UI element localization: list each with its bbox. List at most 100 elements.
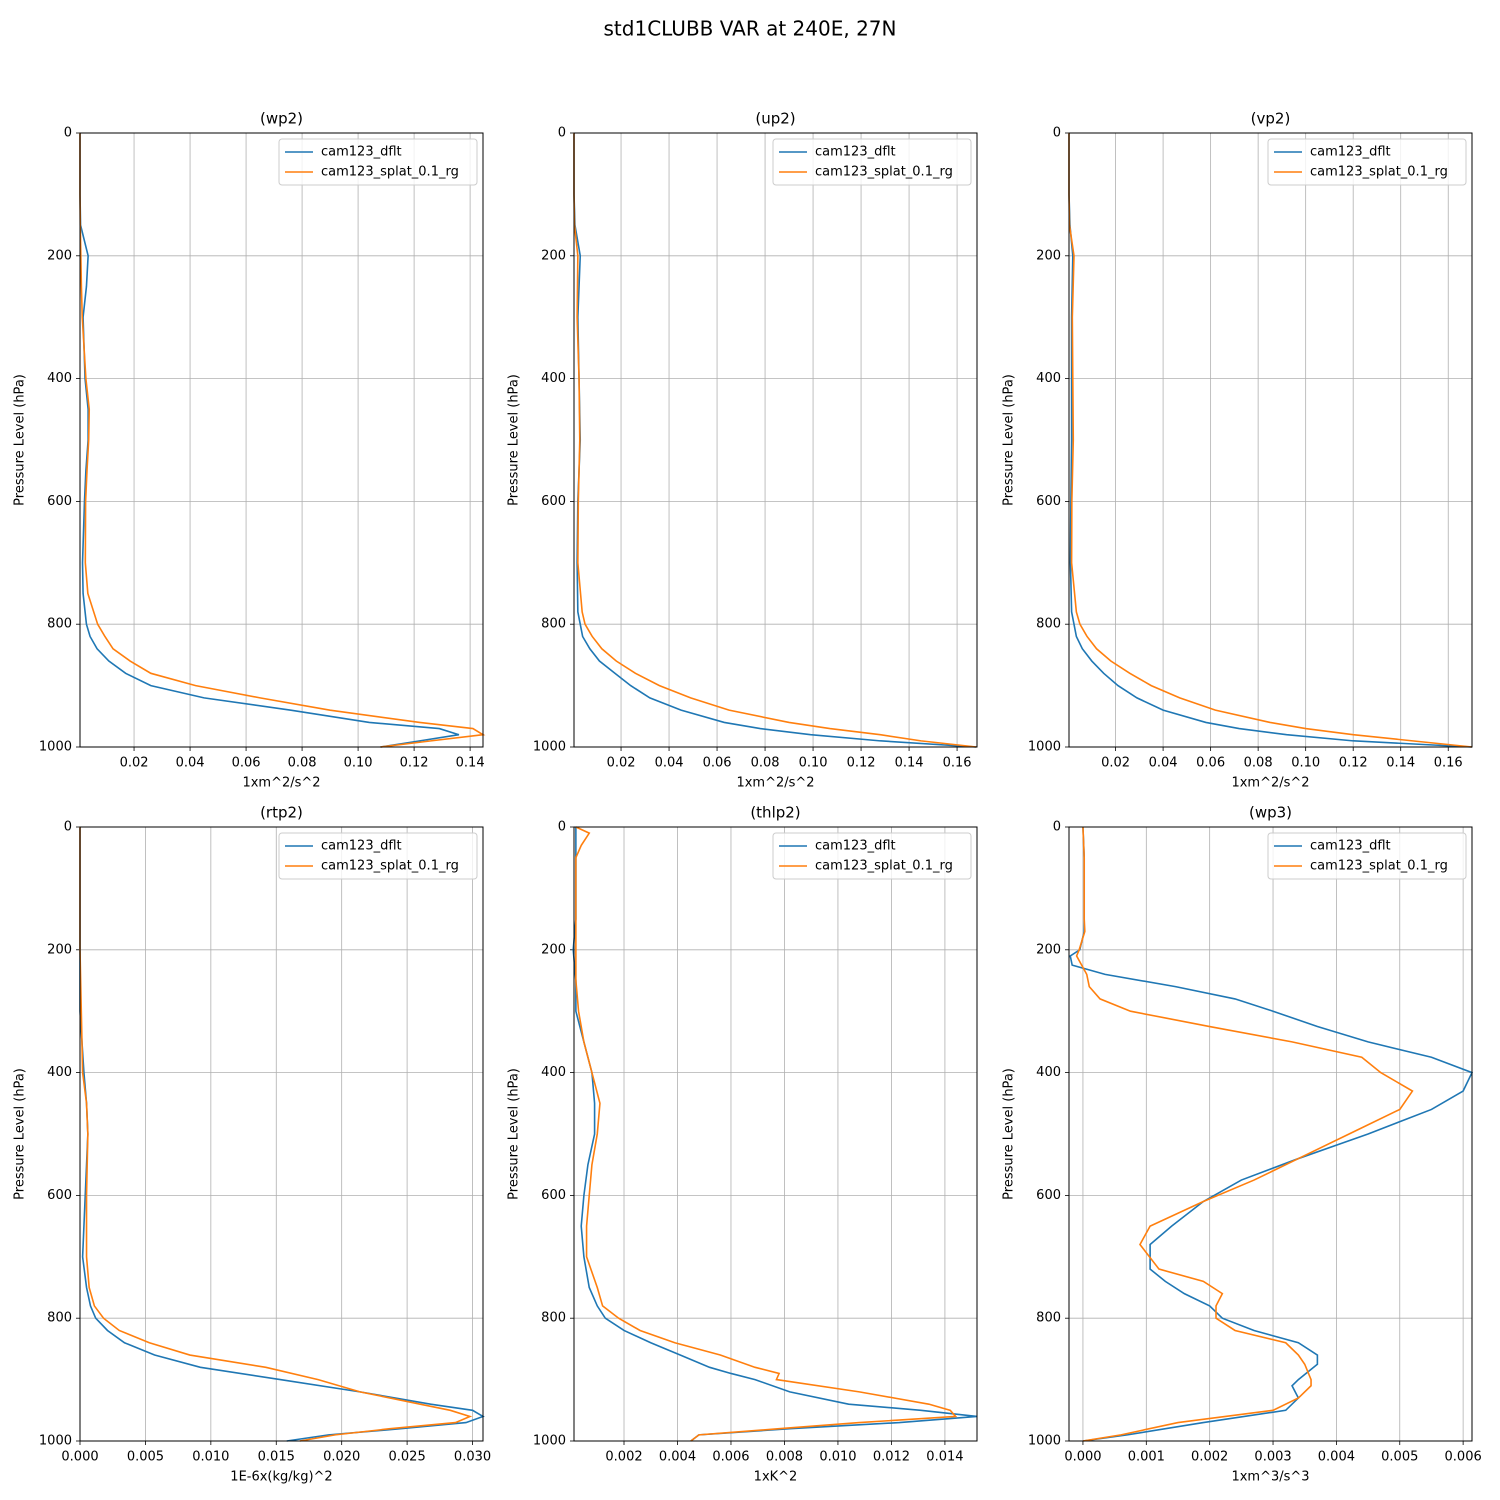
y-tick-label: 1000 xyxy=(533,740,566,755)
x-tick-label: 0.020 xyxy=(323,1450,360,1465)
y-axis-label: Pressure Level (hPa) xyxy=(1002,374,1017,506)
series-line xyxy=(1068,133,1473,748)
x-tick-label: 0.12 xyxy=(1339,756,1368,771)
x-tick-label: 0.012 xyxy=(873,1450,910,1465)
x-tick-label: 0.08 xyxy=(751,756,780,771)
subplot-title: (wp3) xyxy=(1249,804,1292,822)
y-tick-label: 600 xyxy=(47,494,72,509)
y-tick-label: 400 xyxy=(541,371,566,386)
series-line xyxy=(572,827,978,1442)
x-tick-label: 0.12 xyxy=(400,756,429,771)
series-line xyxy=(575,826,958,1442)
x-tick-label: 0.004 xyxy=(659,1450,696,1465)
y-tick-label: 800 xyxy=(47,1311,72,1326)
x-tick-label: 0.005 xyxy=(127,1450,164,1465)
legend-box xyxy=(278,138,478,186)
x-tick-label: 0.06 xyxy=(232,756,261,771)
legend-label: cam123_splat_0.1_rg xyxy=(815,859,953,874)
x-tick-label: 0.006 xyxy=(1445,1450,1482,1465)
y-tick-label: 200 xyxy=(47,248,72,263)
legend-box xyxy=(278,832,478,880)
x-tick-label: 0.001 xyxy=(1128,1450,1165,1465)
subplot-title: (thlp2) xyxy=(750,804,800,822)
y-tick-label: 0 xyxy=(64,126,72,141)
y-tick-label: 800 xyxy=(1036,617,1061,632)
x-tick-label: 0.10 xyxy=(1291,756,1320,771)
y-tick-label: 600 xyxy=(541,1188,566,1203)
legend-label: cam123_dflt xyxy=(815,145,896,160)
plot-frame xyxy=(1068,826,1473,1442)
x-tick-label: 0.08 xyxy=(1244,756,1273,771)
x-tick-label: 0.10 xyxy=(344,756,373,771)
x-tick-label: 0.08 xyxy=(288,756,317,771)
x-axis-label: 1xm^2/s^2 xyxy=(1231,776,1309,791)
plot-frame xyxy=(79,132,484,748)
x-tick-label: 0.030 xyxy=(454,1450,491,1465)
y-tick-label: 400 xyxy=(1036,371,1061,386)
series-line xyxy=(573,133,977,748)
y-tick-label: 600 xyxy=(1036,494,1061,509)
y-tick-label: 600 xyxy=(47,1188,72,1203)
y-tick-label: 1000 xyxy=(39,1434,72,1449)
figure-title: std1CLUBB VAR at 240E, 27N xyxy=(604,17,897,41)
subplot-title: (up2) xyxy=(755,110,795,128)
x-tick-label: 0.02 xyxy=(120,756,149,771)
x-tick-label: 0.015 xyxy=(258,1450,295,1465)
x-tick-label: 0.010 xyxy=(192,1450,229,1465)
x-tick-label: 0.000 xyxy=(61,1450,98,1465)
y-tick-label: 800 xyxy=(541,1311,566,1326)
x-axis-label: 1xm^3/s^3 xyxy=(1231,1470,1309,1485)
y-tick-label: 400 xyxy=(541,1065,566,1080)
y-tick-label: 1000 xyxy=(1028,740,1061,755)
y-axis-label: Pressure Level (hPa) xyxy=(13,374,28,506)
x-tick-label: 0.14 xyxy=(456,756,485,771)
subplot-title: (wp2) xyxy=(260,110,303,128)
y-tick-label: 200 xyxy=(47,942,72,957)
legend-label: cam123_splat_0.1_rg xyxy=(321,859,459,874)
x-tick-label: 0.008 xyxy=(766,1450,803,1465)
y-tick-label: 800 xyxy=(47,617,72,632)
x-axis-label: 1xK^2 xyxy=(754,1470,798,1485)
x-tick-label: 0.003 xyxy=(1254,1450,1291,1465)
x-tick-label: 0.014 xyxy=(926,1450,963,1465)
series-line xyxy=(79,827,473,1442)
x-axis-label: 1xm^2/s^2 xyxy=(242,776,320,791)
y-tick-label: 0 xyxy=(64,820,72,835)
y-tick-label: 200 xyxy=(541,942,566,957)
y-tick-label: 400 xyxy=(47,371,72,386)
legend-box xyxy=(1267,138,1467,186)
y-tick-label: 0 xyxy=(558,126,566,141)
plot-frame xyxy=(79,826,484,1442)
legend-label: cam123_dflt xyxy=(321,839,402,854)
x-tick-label: 0.010 xyxy=(819,1450,856,1465)
x-tick-label: 0.14 xyxy=(1386,756,1415,771)
legend-label: cam123_dflt xyxy=(321,145,402,160)
subplot-title: (rtp2) xyxy=(260,804,303,822)
y-tick-label: 400 xyxy=(1036,1065,1061,1080)
y-axis-label: Pressure Level (hPa) xyxy=(507,374,522,506)
plot-frame xyxy=(1068,132,1473,748)
series-line xyxy=(1068,133,1473,748)
legend-box xyxy=(772,138,972,186)
y-tick-label: 800 xyxy=(1036,1311,1061,1326)
y-tick-label: 400 xyxy=(47,1065,72,1080)
legend-box xyxy=(1267,832,1467,880)
y-tick-label: 1000 xyxy=(533,1434,566,1449)
series-line xyxy=(573,133,977,748)
y-axis-label: Pressure Level (hPa) xyxy=(507,1068,522,1200)
legend-label: cam123_dflt xyxy=(1310,839,1391,854)
plot-frame xyxy=(573,826,978,1442)
legend-label: cam123_dflt xyxy=(1310,145,1391,160)
series-line xyxy=(79,133,486,748)
y-tick-label: 200 xyxy=(1036,248,1061,263)
x-tick-label: 0.16 xyxy=(1434,756,1463,771)
x-tick-label: 0.005 xyxy=(1381,1450,1418,1465)
y-axis-label: Pressure Level (hPa) xyxy=(13,1068,28,1200)
y-tick-label: 0 xyxy=(1053,820,1061,835)
x-tick-label: 0.002 xyxy=(605,1450,642,1465)
x-tick-label: 0.025 xyxy=(389,1450,426,1465)
subplot-title: (vp2) xyxy=(1251,110,1291,128)
x-tick-label: 0.006 xyxy=(712,1450,749,1465)
